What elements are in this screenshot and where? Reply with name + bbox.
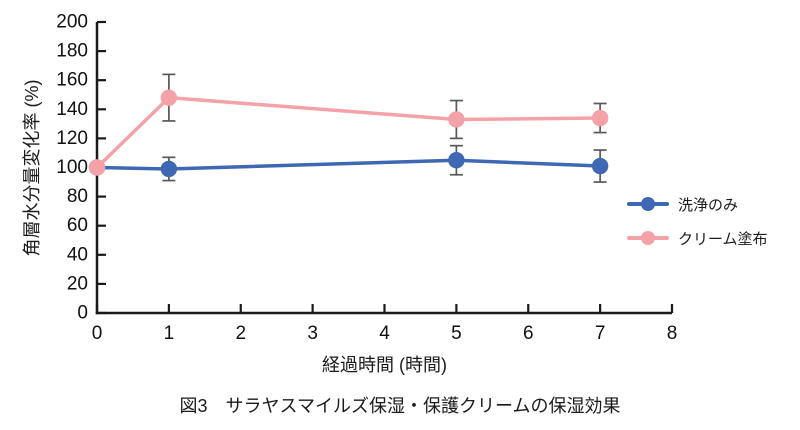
series-line-1 (95, 95, 602, 170)
data-point-1-x1 (160, 89, 178, 106)
y-tick-label-20: 20 (67, 273, 88, 294)
y-tick-label-160: 160 (56, 70, 88, 91)
y-tick-label-180: 180 (56, 41, 88, 62)
y-tick-label-80: 80 (67, 186, 88, 207)
y-tick-label-0: 0 (77, 303, 88, 324)
data-point-0-x1 (160, 160, 178, 178)
moisture-line-chart: 0 20 40 60 80 100 120 140 160 180 200 0 1 2 3 4 5 6 7 8 (56, 12, 678, 345)
figure-caption: 図3 サラヤスマイルズ保湿・保護クリームの保湿効果 (179, 396, 621, 416)
legend-item-wash-only: 洗浄のみ (627, 193, 768, 215)
x-tick-label-5: 5 (451, 323, 462, 344)
series-line-0 (95, 158, 602, 171)
data-point-1-x7 (591, 109, 609, 127)
y-tick-label-200: 200 (56, 12, 88, 33)
x-tick-label-0: 0 (92, 323, 103, 344)
x-tick-label-1: 1 (164, 323, 175, 344)
legend-label-cream-applied: クリーム塗布 (678, 230, 768, 248)
y-tick-label-40: 40 (67, 244, 88, 265)
legend-marker-cream-applied (627, 231, 669, 245)
legend-item-cream-applied: クリーム塗布 (627, 227, 768, 249)
x-tick-label-6: 6 (523, 323, 534, 344)
x-tick-label-7: 7 (595, 323, 606, 344)
data-point-0-x7 (591, 157, 609, 175)
y-tick-label-100: 100 (56, 157, 88, 178)
data-point-1-x0 (88, 159, 106, 176)
y-tick-label-140: 140 (56, 99, 88, 120)
x-tick-label-2: 2 (235, 323, 246, 344)
x-axis-title: 経過時間 (時間) (322, 355, 447, 375)
legend-dot-icon (641, 197, 655, 211)
x-tick-label-8: 8 (667, 323, 678, 344)
legend: 洗浄のみ クリーム塗布 (627, 193, 768, 261)
legend-marker-wash-only (627, 197, 669, 211)
legend-label-wash-only: 洗浄のみ (678, 196, 739, 214)
y-tick-label-60: 60 (67, 215, 88, 236)
y-axis-title: 角層水分量変化率 (%) (22, 79, 42, 257)
data-point-1-x5 (448, 111, 465, 128)
x-tick-label-3: 3 (307, 323, 318, 344)
data-point-0-x5 (448, 152, 465, 169)
legend-dot-icon (641, 231, 655, 245)
x-tick-label-4: 4 (379, 323, 390, 344)
y-tick-label-120: 120 (56, 128, 88, 149)
